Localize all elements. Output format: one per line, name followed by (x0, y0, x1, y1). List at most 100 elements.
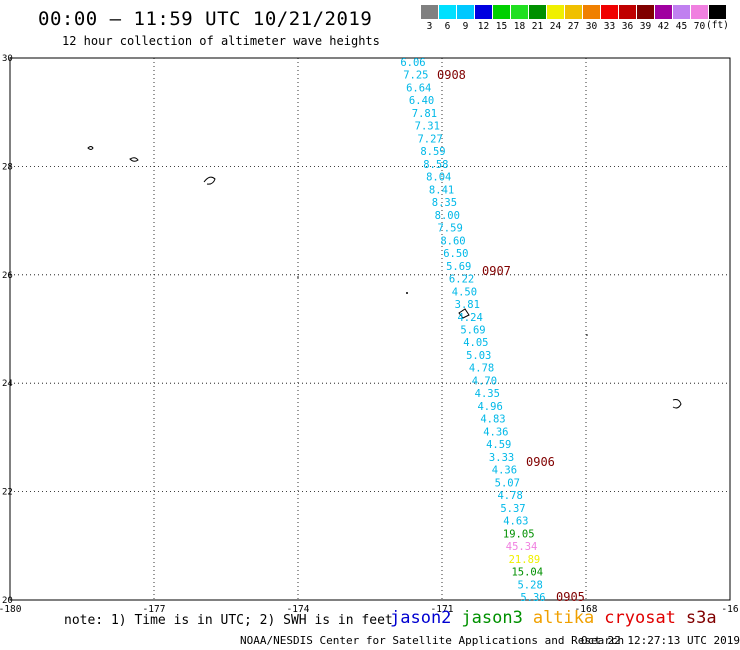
legend-label: 12 (477, 21, 490, 32)
legend-unit: (ft) (706, 20, 729, 31)
legend-swatch (511, 5, 528, 19)
legend-label: 9 (462, 21, 469, 32)
legend-label: 21 (531, 21, 544, 32)
time-label: 0906 (526, 455, 555, 469)
data-point-label: 4.59 (486, 439, 511, 451)
y-tick-label: 20 (2, 596, 13, 606)
data-point-label: 6.06 (400, 57, 425, 69)
time-labels: 0908 0907 0906 0905 (437, 68, 585, 604)
satellite-label: altika (532, 608, 595, 628)
data-point-label: 5.36 (520, 592, 545, 604)
data-point-label: 5.03 (466, 350, 491, 362)
island-outline (458, 308, 470, 319)
y-tick-label: 26 (2, 271, 13, 281)
x-tick-label: -16 (721, 604, 738, 615)
data-point-label: 4.96 (477, 401, 502, 413)
satellite-legend: jason2 jason3 altika cryosat s3a (390, 608, 727, 628)
data-point-label: 21.89 (509, 554, 541, 566)
y-tick-label: 30 (2, 54, 13, 64)
data-point-label: 6.50 (443, 248, 468, 260)
legend-swatch (637, 5, 654, 19)
data-point-label: 6.64 (406, 82, 431, 94)
data-point-label: 4.70 (472, 375, 497, 387)
legend-label: 24 (549, 21, 562, 32)
legend-swatch (601, 5, 618, 19)
legend-label: 6 (444, 21, 451, 32)
legend-swatch (619, 5, 636, 19)
legend-swatch (421, 5, 438, 19)
legend-label: 36 (621, 21, 634, 32)
legend-swatch (529, 5, 546, 19)
data-point-label: 5.07 (495, 477, 520, 489)
axis-ticks: -180 -177 -174 -171 -168 -16 30 28 26 24 22 20 (0, 54, 739, 615)
data-point-label: 4.63 (503, 516, 528, 528)
legend-swatch (655, 5, 672, 19)
time-label: 0908 (437, 68, 466, 82)
x-tick-label: -171 (431, 604, 454, 615)
data-point-label: 6.40 (409, 95, 434, 107)
data-point-label: 5.37 (500, 503, 525, 515)
y-tick-label: 24 (2, 379, 13, 389)
time-label: 0905 (556, 590, 585, 604)
data-point-label: 5.69 (460, 325, 485, 337)
island-outline (203, 176, 216, 185)
legend-swatch (565, 5, 582, 19)
data-point-label: 5.28 (517, 579, 542, 591)
time-label: 0907 (482, 264, 511, 278)
island-outline (129, 157, 139, 162)
legend-swatch (673, 5, 690, 19)
legend-label: 30 (585, 21, 598, 32)
footer-credit: NOAA/NESDIS Center for Satellite Applica… (240, 634, 625, 647)
island-dot (297, 276, 299, 278)
legend-label: 70 (693, 21, 706, 32)
data-point-label: 8.59 (420, 146, 445, 158)
data-point-label: 8.41 (429, 184, 454, 196)
data-point-label: 4.36 (492, 465, 517, 477)
page-subtitle: 12 hour collection of altimeter wave hei… (62, 34, 380, 48)
x-tick-label: -180 (0, 604, 22, 615)
data-point-label: 8.58 (423, 159, 448, 171)
legend-swatch (439, 5, 456, 19)
legend-swatch (709, 5, 726, 19)
page-title: 00:00 – 11:59 UTC 10/21/2019 (38, 8, 373, 30)
note-text: note: 1) Time is in UTC; 2) SWH is in fe… (64, 613, 393, 628)
data-point-label: 4.35 (475, 388, 500, 400)
data-point-label: 15.04 (511, 567, 543, 579)
legend-swatch (583, 5, 600, 19)
satellite-label: cryosat (604, 608, 676, 628)
legend-label: 45 (675, 21, 688, 32)
data-point-label: 4.50 (452, 286, 477, 298)
data-points: 6.067.256.646.407.817.317.278.598.588.04… (400, 57, 545, 604)
legend-label: 18 (513, 21, 526, 32)
legend-swatch (493, 5, 510, 19)
legend-label: 27 (567, 21, 580, 32)
legend-label: 39 (639, 21, 652, 32)
legend-label: 15 (495, 21, 508, 32)
data-point-label: 4.78 (497, 490, 522, 502)
data-point-label: 7.81 (412, 108, 437, 120)
satellite-label: s3a (685, 608, 717, 628)
island-outline (87, 146, 94, 150)
legend-label: 42 (657, 21, 670, 32)
data-point-label: 8.35 (432, 197, 457, 209)
y-tick-label: 28 (2, 162, 13, 172)
satellite-label: jason3 (461, 608, 523, 628)
data-point-label: 4.05 (463, 337, 488, 349)
data-point-label: 4.78 (469, 363, 494, 375)
data-point-label: 7.31 (415, 121, 440, 133)
legend-label: 3 (426, 21, 433, 32)
footer-timestamp: Oct 22 12:27:13 UTC 2019 (581, 634, 740, 647)
data-point-label: 3.33 (489, 452, 514, 464)
legend-swatch (691, 5, 708, 19)
x-tick-label: -174 (287, 604, 310, 615)
x-tick-label: -177 (143, 604, 166, 615)
data-point-label: 19.05 (503, 528, 535, 540)
data-point-label: 7.25 (403, 70, 428, 82)
legend-swatch (457, 5, 474, 19)
data-point-label: 4.24 (457, 312, 482, 324)
legend-label: 33 (603, 21, 616, 32)
y-tick-label: 22 (2, 488, 13, 498)
island-outline (672, 399, 682, 409)
island-dot (406, 292, 408, 294)
